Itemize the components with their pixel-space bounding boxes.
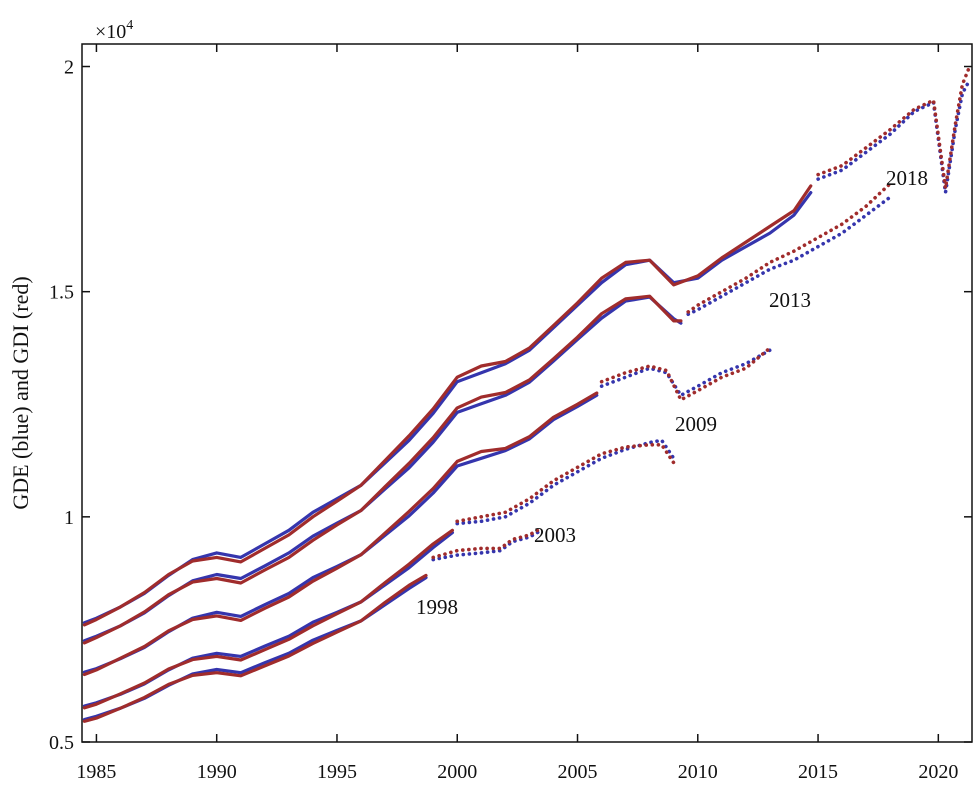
- series-line: [455, 438, 676, 526]
- series-line: [82, 294, 683, 645]
- vintage-label: 2018: [886, 166, 928, 190]
- series-line: [82, 391, 599, 677]
- plot-area: [82, 64, 972, 723]
- series-line: [82, 184, 813, 627]
- y-tick-label: 2: [64, 57, 74, 79]
- y-tick-label: 0.5: [49, 732, 74, 754]
- y-axis-label: GDE (blue) and GDI (red): [8, 276, 33, 509]
- vintage-label: 2013: [769, 288, 811, 312]
- series-line: [455, 443, 676, 524]
- x-tick-label: 2000: [437, 761, 477, 783]
- series-line: [82, 295, 683, 643]
- x-tick-label: 2010: [678, 761, 718, 783]
- x-tick-label: 1985: [76, 761, 116, 783]
- series-line: [431, 528, 544, 562]
- series-line: [816, 64, 972, 190]
- y-multiplier-exponent: 4: [126, 18, 133, 33]
- y-multiplier: ×104: [95, 18, 133, 43]
- vintage-label: 2009: [675, 412, 717, 436]
- series-line: [599, 348, 772, 398]
- series-line: [686, 181, 892, 314]
- series-line: [599, 346, 772, 402]
- x-tick-label: 1995: [317, 761, 357, 783]
- series-line: [82, 191, 813, 625]
- series-line: [431, 526, 544, 560]
- axes-box: [81, 43, 973, 743]
- y-tick-label: 1: [64, 507, 74, 529]
- series-line: [686, 195, 892, 316]
- x-tick-label: 2015: [798, 761, 838, 783]
- series-line: [82, 531, 454, 708]
- series-line: [82, 573, 428, 723]
- series-line: [82, 528, 454, 710]
- y-tick-label: 1.5: [49, 282, 74, 304]
- y-multiplier-base: ×10: [95, 21, 126, 43]
- vintage-label: 1998: [416, 595, 458, 619]
- x-tick-label: 2005: [558, 761, 598, 783]
- x-tick-label: 1990: [197, 761, 237, 783]
- x-tick-label: 2020: [918, 761, 958, 783]
- vintage-label: 2003: [534, 523, 576, 547]
